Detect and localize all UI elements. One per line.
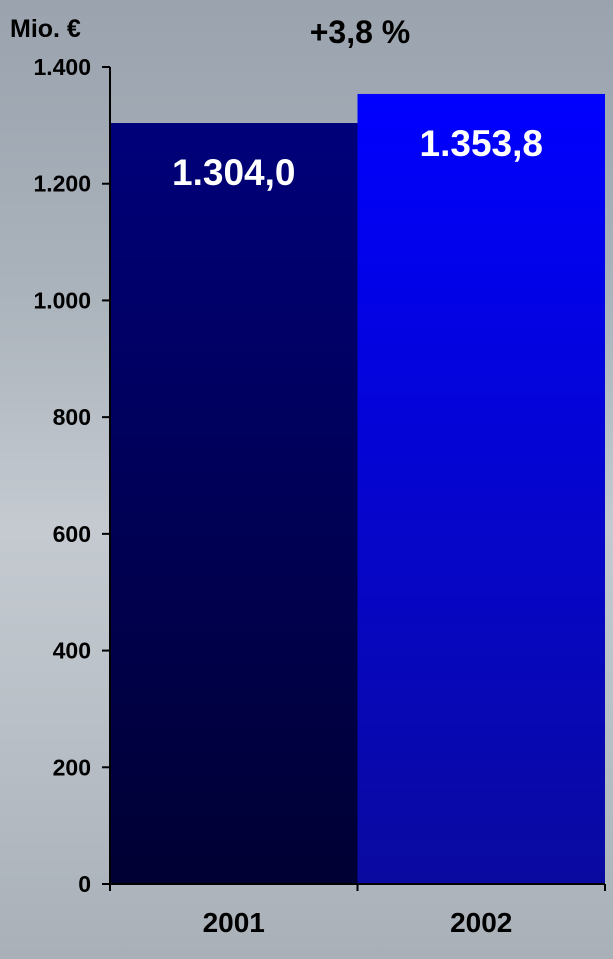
- labels-layer: Mio. € +3,8 % 1.304,0 2001 1.353,8 2002 0 200…: [10, 14, 543, 938]
- value-label-2001: 1.304,0: [172, 152, 295, 193]
- y-tick-label-1400: 1.400: [33, 54, 91, 80]
- axes-layer: [102, 66, 606, 891]
- x-tick-label-2001: 2001: [203, 907, 265, 938]
- y-tick-label-1000: 1.000: [33, 287, 91, 313]
- change-percent-label: +3,8 %: [310, 14, 411, 50]
- y-axis-unit-label: Mio. €: [10, 15, 81, 43]
- y-tick-label-1200: 1.200: [33, 171, 91, 197]
- bar-2001: [110, 123, 358, 885]
- y-tick-label-0: 0: [78, 871, 91, 897]
- value-label-2002: 1.353,8: [420, 123, 543, 164]
- bars-layer: [110, 93, 605, 885]
- x-tick-label-2002: 2002: [450, 907, 512, 938]
- y-tick-label-200: 200: [53, 754, 91, 780]
- y-tick-label-800: 800: [53, 404, 91, 430]
- y-tick-label-400: 400: [53, 638, 91, 664]
- bar-2002: [357, 93, 605, 884]
- y-tick-label-600: 600: [53, 521, 91, 547]
